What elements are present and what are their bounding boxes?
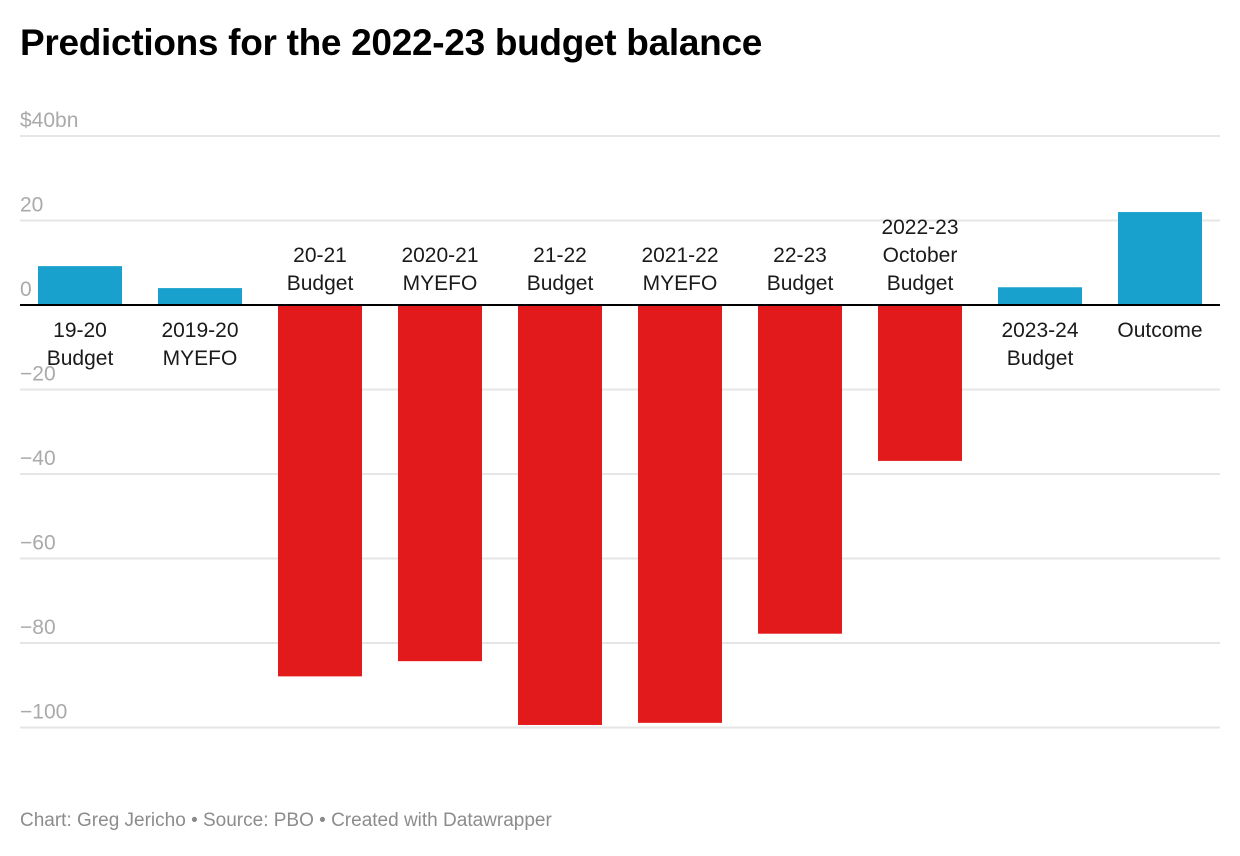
category-labels: 19-20 Budget 2019-20 MYEFO 20-21 Budget 2020-2… (47, 216, 1203, 370)
category-label: 2023-24 Budget (1001, 319, 1078, 370)
bar (38, 266, 122, 305)
y-tick-label: 0 (20, 278, 32, 301)
bar (398, 305, 482, 662)
chart-title: Predictions for the 2022-23 budget balan… (20, 22, 762, 63)
gridlines (20, 135, 1220, 729)
bars (38, 212, 1202, 725)
category-label: 2019-20 MYEFO (161, 319, 238, 370)
y-tick-label: −60 (20, 532, 56, 555)
bar (638, 305, 722, 723)
y-tick-label: −20 (20, 363, 56, 386)
bar (1118, 212, 1202, 305)
category-label: 19-20 Budget (47, 319, 114, 370)
bar (998, 287, 1082, 305)
category-label: 21-22 Budget (527, 244, 594, 295)
category-label: 2020-21 MYEFO (401, 244, 478, 295)
bar (758, 305, 842, 634)
category-label: Outcome (1117, 319, 1202, 342)
category-label: 2022-23 October Budget (881, 216, 958, 295)
chart-footer: Chart: Greg Jericho • Source: PBO • Crea… (20, 810, 552, 831)
bar-chart: $40bn 20 0 −20 −40 −60 −80 −100 19-20 Budget 2019… (20, 109, 1220, 729)
bar (878, 305, 962, 461)
bar (518, 305, 602, 725)
category-label: 22-23 Budget (767, 244, 834, 295)
category-label: 20-21 Budget (287, 244, 354, 295)
bar (158, 288, 242, 305)
y-tick-label: 20 (20, 194, 43, 217)
y-tick-label: −40 (20, 447, 56, 470)
y-axis-ticks: $40bn 20 0 −20 −40 −60 −80 −100 (20, 109, 78, 724)
y-tick-label: −80 (20, 616, 56, 639)
category-label: 2021-22 MYEFO (641, 244, 718, 295)
bar (278, 305, 362, 677)
y-tick-label: $40bn (20, 109, 78, 132)
y-tick-label: −100 (20, 701, 67, 724)
